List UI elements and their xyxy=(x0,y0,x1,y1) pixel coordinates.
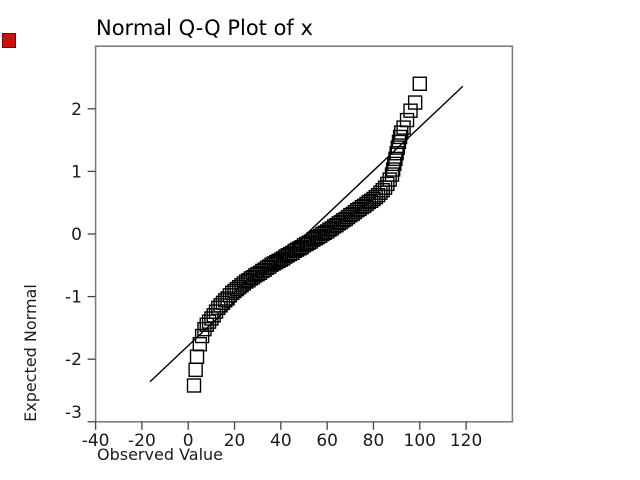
data-point-marker xyxy=(387,156,402,172)
data-point-marker xyxy=(188,362,203,378)
y-tick-label: 0 xyxy=(71,225,82,245)
data-point-marker xyxy=(189,349,205,364)
y-axis-title: Expected Normal xyxy=(21,284,40,422)
y-tick-label: -1 xyxy=(65,288,82,308)
data-point-marker xyxy=(390,140,405,155)
x-tick-label: 120 xyxy=(450,431,482,451)
data-point-marker xyxy=(186,378,202,393)
data-point-marker xyxy=(412,76,427,91)
x-tick-label: 40 xyxy=(270,431,292,451)
y-tick-label: -2 xyxy=(65,350,82,370)
chart-title: Normal Q-Q Plot of x xyxy=(96,16,313,40)
data-point-marker xyxy=(407,95,423,110)
data-point-marker xyxy=(391,134,407,150)
y-tick-label: -3 xyxy=(65,403,82,423)
data-point-marker xyxy=(388,151,403,167)
data-point-marker xyxy=(399,112,415,128)
data-point-marker xyxy=(396,120,411,135)
y-tick-label: 2 xyxy=(71,100,82,120)
x-tick-label: 80 xyxy=(363,431,385,451)
x-tick-label: -20 xyxy=(128,431,156,451)
data-point-marker xyxy=(192,336,208,352)
x-tick-label: 20 xyxy=(224,431,246,451)
data-point-marker xyxy=(382,172,397,187)
data-point-marker xyxy=(384,167,400,182)
x-tick-label: 0 xyxy=(183,431,194,451)
x-axis-title: Observed Value xyxy=(97,445,223,464)
data-point-marker xyxy=(380,176,395,192)
x-tick-label: 60 xyxy=(316,431,338,451)
plot-frame xyxy=(94,45,514,423)
data-point-marker xyxy=(403,103,418,118)
data-point-marker xyxy=(389,146,404,161)
selection-marker-icon xyxy=(2,33,16,48)
x-tick-label: -40 xyxy=(82,431,110,451)
y-tick-label: 1 xyxy=(71,162,82,182)
x-tick-label: 100 xyxy=(404,431,436,451)
data-point-marker xyxy=(385,162,401,177)
data-point-marker xyxy=(392,129,408,145)
